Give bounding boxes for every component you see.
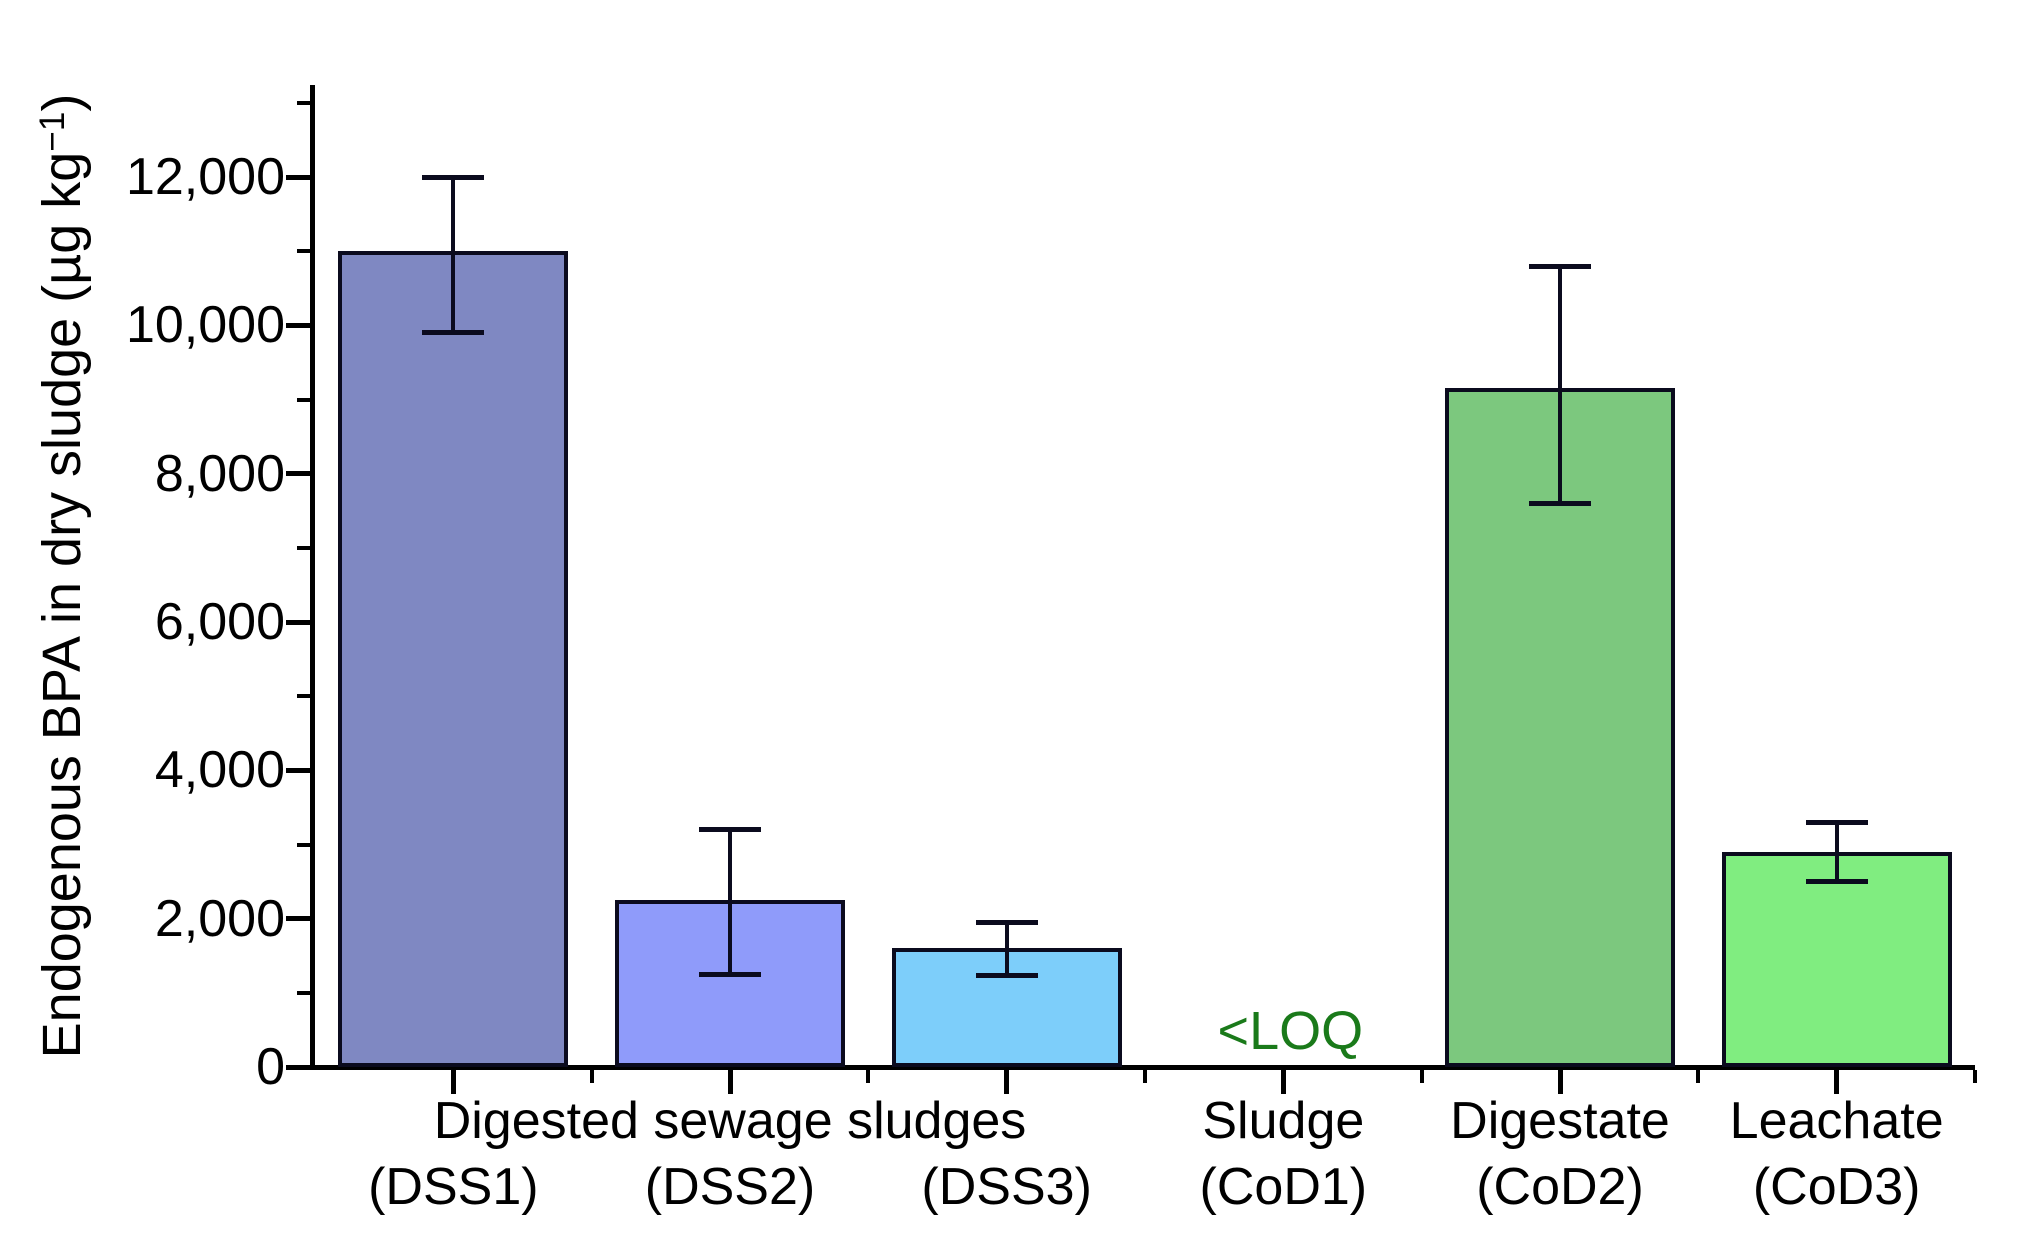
y-axis-minor-tick (297, 842, 310, 847)
x-axis-label-dss1: (DSS1) (368, 1158, 539, 1216)
y-axis-major-tick (286, 322, 310, 328)
y-axis-major-tick (286, 619, 310, 625)
error-bar-cap-bottom (1805, 879, 1868, 885)
x-axis-minor-tick (1143, 1070, 1147, 1083)
x-axis-line (310, 1065, 1975, 1070)
x-axis-label-top-cod1: Sludge (1202, 1092, 1365, 1150)
y-axis-spine (310, 85, 315, 1070)
y-axis-minor-tick (297, 545, 310, 550)
error-bar-cap-bottom (1529, 500, 1591, 506)
x-axis-major-tick (1834, 1070, 1840, 1094)
y-axis-tick-label: 6,000 (154, 593, 285, 651)
x-axis-label-dss2: (DSS2) (644, 1158, 816, 1216)
y-axis-major-tick (286, 471, 310, 477)
error-bar-cap-bottom (975, 973, 1038, 979)
x-axis-major-tick (1280, 1070, 1286, 1094)
error-bar-cap-bottom (699, 971, 761, 977)
x-axis-major-tick (1557, 1070, 1563, 1094)
x-axis-label-top-cod2: Digestate (1450, 1092, 1670, 1150)
x-axis-major-tick (450, 1070, 456, 1094)
x-axis-label-dss3: (DSS3) (921, 1158, 1092, 1216)
y-axis-tick-label: 10,000 (125, 296, 285, 355)
y-axis-title-close: ) (32, 93, 92, 112)
x-axis-minor-tick (589, 1070, 594, 1083)
x-axis-minor-tick (1696, 1070, 1701, 1083)
y-axis-tick-label: 8,000 (154, 444, 285, 503)
x-axis-label-cod2: (CoD2) (1476, 1158, 1644, 1216)
x-axis-label-cod3: (CoD3) (1752, 1158, 1921, 1216)
x-axis-minor-tick (1419, 1070, 1424, 1083)
error-bar-cap-bottom (422, 330, 485, 336)
x-axis-minor-tick (866, 1070, 871, 1083)
y-axis-tick-label: 0 (256, 1038, 285, 1096)
x-axis-major-tick (727, 1070, 733, 1094)
error-bar-cap-top (1805, 819, 1868, 825)
bar-cod3 (1721, 851, 1952, 1067)
x-axis-label-cod1: (CoD1) (1199, 1158, 1368, 1216)
y-axis-major-tick (286, 174, 310, 180)
y-axis-major-tick (286, 767, 310, 773)
x-axis-major-tick (1004, 1070, 1010, 1094)
error-bar-cap-top (1529, 263, 1591, 269)
y-axis-minor-tick (297, 694, 310, 699)
error-bar-cap-top (699, 827, 761, 833)
y-axis-major-tick (286, 1064, 310, 1070)
y-axis-minor-tick (297, 397, 310, 402)
y-axis-minor-tick (297, 100, 310, 105)
y-axis-minor-tick (297, 990, 310, 995)
error-bar-line (451, 177, 456, 333)
x-axis-minor-tick (1973, 1070, 1977, 1083)
error-bar-cap-top (422, 174, 485, 180)
y-axis-minor-tick (297, 249, 310, 254)
error-bar-cap-top (975, 919, 1038, 925)
y-axis-tick-label: 12,000 (125, 148, 285, 206)
bar-dss1 (338, 251, 569, 1067)
error-bar-line (1834, 822, 1839, 882)
error-bar-line (1558, 266, 1562, 504)
error-bar-line (728, 829, 732, 975)
y-axis-tick-label: 2,000 (154, 889, 285, 948)
error-bar-line (1004, 922, 1009, 976)
x-axis-label-top-cod3: Leachate (1729, 1092, 1944, 1150)
y-axis-major-tick (286, 916, 310, 922)
x-axis-group-label: Digested sewage sludges (433, 1092, 1027, 1150)
loq-annotation: <LOQ (1217, 1001, 1364, 1061)
y-axis-tick-label: 4,000 (154, 741, 285, 800)
